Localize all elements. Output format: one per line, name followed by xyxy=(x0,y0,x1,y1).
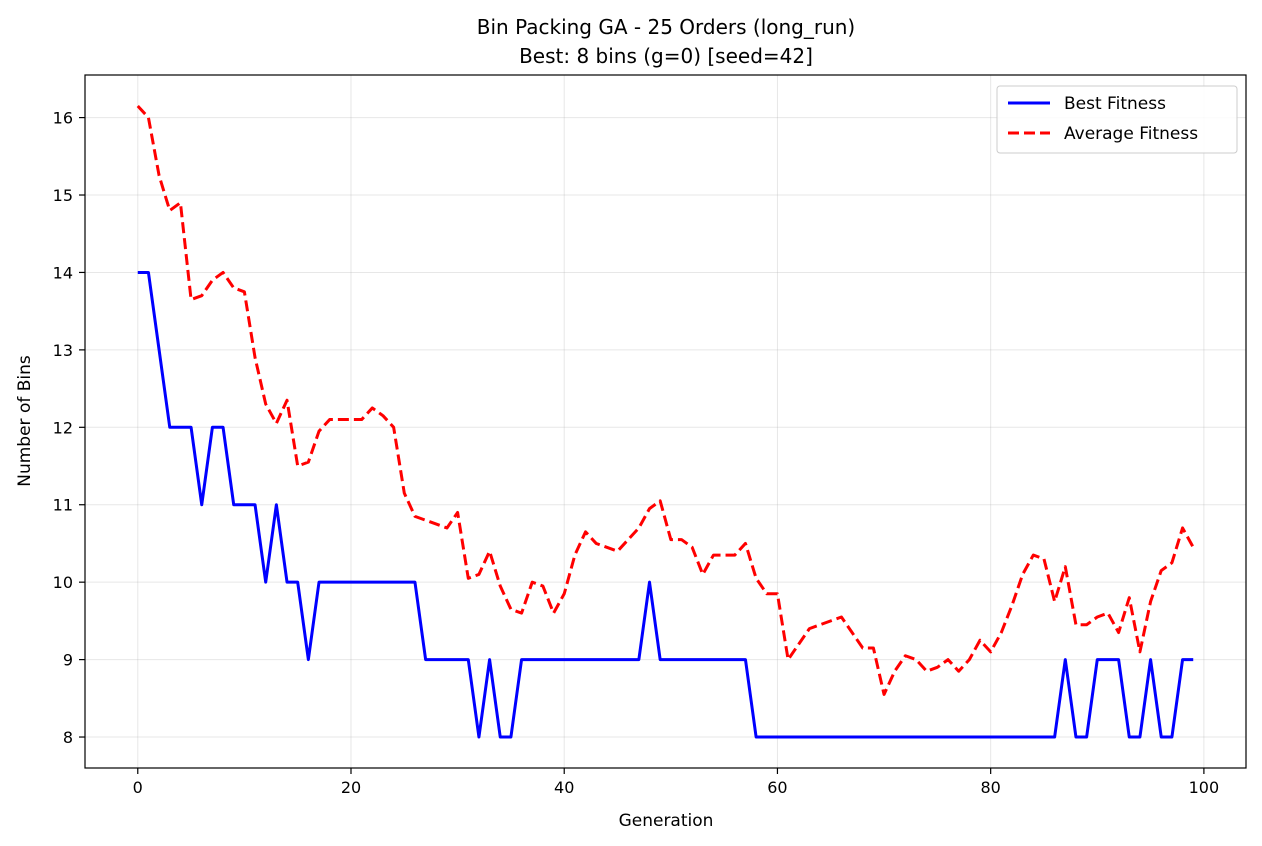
y-tick-label: 12 xyxy=(53,418,73,437)
series-line-best-fitness xyxy=(137,270,1194,739)
x-tick-label: 0 xyxy=(133,778,143,797)
legend-box xyxy=(996,85,1238,154)
x-axis-ticks: 0 20 40 60 80 100 xyxy=(133,768,1219,797)
y-tick-label: 14 xyxy=(53,263,73,282)
chart-title: Bin Packing GA - 25 Orders (long_run) xyxy=(477,15,855,39)
grid xyxy=(85,75,1246,768)
y-tick-label: 15 xyxy=(53,186,73,205)
x-tick-label: 60 xyxy=(767,778,787,797)
y-axis-label: Number of Bins xyxy=(15,355,35,487)
y-tick-label: 8 xyxy=(63,728,73,747)
x-tick-label: 80 xyxy=(980,778,1000,797)
y-tick-label: 13 xyxy=(53,341,73,360)
y-tick-label: 11 xyxy=(53,496,73,515)
y-tick-label: 9 xyxy=(63,651,73,670)
x-tick-label: 100 xyxy=(1189,778,1220,797)
legend-label-best-fitness: Best Fitness xyxy=(1064,94,1166,114)
plot-area-frame xyxy=(84,74,1247,769)
x-tick-label: 40 xyxy=(554,778,574,797)
series-line-average-fitness xyxy=(136,104,1195,696)
x-axis-label: Generation xyxy=(619,811,714,831)
legend: Best Fitness Average Fitness xyxy=(996,85,1238,154)
plot-lines xyxy=(136,104,1195,739)
chart-subtitle: Best: 8 bins (g=0) [seed=42] xyxy=(519,44,813,68)
y-tick-label: 10 xyxy=(53,573,73,592)
x-tick-label: 20 xyxy=(341,778,361,797)
y-tick-label: 16 xyxy=(53,109,73,128)
y-axis-ticks: 8 9 10 11 12 13 14 15 16 xyxy=(53,109,85,747)
legend-label-average-fitness: Average Fitness xyxy=(1064,124,1198,144)
